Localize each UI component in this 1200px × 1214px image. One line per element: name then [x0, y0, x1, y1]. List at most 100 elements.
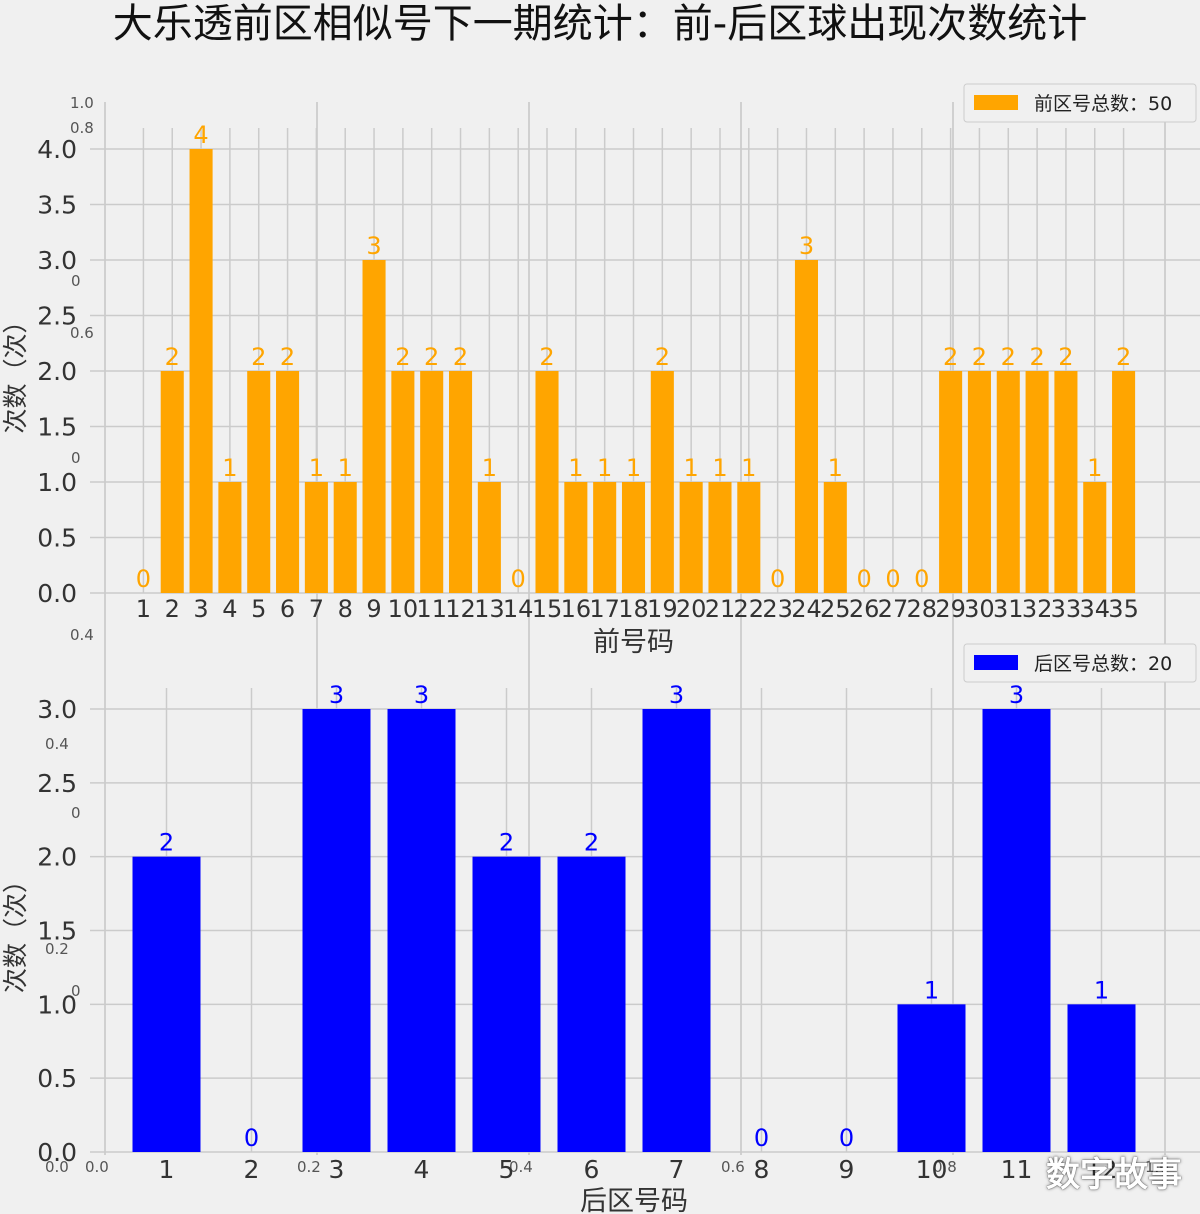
bar-value-label: 4 — [193, 121, 208, 149]
bar-value-label: 2 — [499, 829, 514, 857]
y-axis-label: 次数（次） — [1, 868, 30, 993]
x-tick-label: 35 — [1108, 595, 1139, 623]
bar-value-label: 3 — [1009, 681, 1024, 709]
x-tick-label: 2 — [165, 595, 180, 623]
bar-value-label: 3 — [366, 232, 381, 260]
ghost-x-tick-label: 0.2 — [297, 1158, 321, 1176]
bar — [708, 482, 732, 593]
ghost-y-tick-label: 0.6 — [70, 324, 94, 342]
bar-value-label: 1 — [482, 454, 497, 482]
ghost-axis-layer: 0.0 0.2 0.4 0.6 0.8 1.0 1.0 0.8 0.6 0.4 0.4 0.2 0.0 0… — [45, 94, 1169, 1176]
bar — [794, 260, 819, 593]
bar-value-label: 2 — [943, 343, 958, 371]
bar-value-label: 1 — [1094, 976, 1109, 1004]
bar — [448, 371, 473, 593]
bar — [897, 1004, 966, 1152]
x-tick-label: 6 — [280, 595, 295, 623]
x-tick-label: 34 — [1079, 595, 1110, 623]
x-tick-label: 13 — [474, 595, 505, 623]
x-tick-label: 4 — [222, 595, 237, 623]
x-tick-label: 8 — [754, 1155, 770, 1184]
bar — [823, 482, 847, 593]
bar-value-label: 0 — [244, 1124, 259, 1152]
x-tick-label: 33 — [1051, 595, 1082, 623]
y-tick-label: 3.5 — [37, 191, 77, 220]
x-tick-label: 23 — [762, 595, 793, 623]
x-tick-label: 27 — [878, 595, 909, 623]
ghost-y-tick-fragment: 0 — [71, 449, 81, 467]
x-tick-label: 9 — [366, 595, 381, 623]
y-tick-label: 0.5 — [37, 1064, 77, 1093]
bar — [1054, 371, 1078, 593]
bar-value-label: 2 — [1116, 343, 1131, 371]
ghost-y-tick-label: 0.4 — [70, 626, 94, 644]
x-tick-label: 29 — [935, 595, 966, 623]
bar-value-label: 1 — [1087, 454, 1102, 482]
y-tick-label: 1.5 — [37, 413, 77, 442]
bar-value-label: 0 — [914, 565, 929, 593]
y-tick-label: 2.5 — [37, 302, 77, 331]
x-tick-label: 12 — [1086, 1155, 1118, 1184]
bar — [939, 371, 963, 593]
y-tick-label: 2.0 — [37, 357, 77, 386]
x-tick-label: 15 — [532, 595, 563, 623]
bar-value-label: 3 — [329, 681, 344, 709]
x-tick-label: 14 — [503, 595, 534, 623]
bar-value-label: 0 — [754, 1124, 769, 1152]
bar-value-label: 3 — [799, 232, 814, 260]
bar-value-label: 2 — [1001, 343, 1016, 371]
bar-value-label: 1 — [309, 454, 324, 482]
x-tick-label: 10 — [916, 1155, 948, 1184]
bar — [218, 482, 242, 593]
x-tick-label: 12 — [445, 595, 476, 623]
bar — [160, 371, 184, 593]
legend-label: 后区号总数：20 — [1034, 653, 1172, 675]
bar-value-label: 1 — [684, 454, 699, 482]
legend-swatch — [974, 95, 1018, 110]
x-tick-label: 8 — [338, 595, 353, 623]
bar-value-label: 0 — [136, 565, 151, 593]
bar-value-label: 1 — [568, 454, 583, 482]
bar-value-label: 3 — [414, 681, 429, 709]
bar — [387, 709, 456, 1152]
ghost-x-tick-label: 1.0 — [1145, 1158, 1169, 1176]
bar — [621, 482, 646, 593]
x-tick-label: 7 — [309, 595, 324, 623]
bar — [982, 709, 1051, 1152]
x-tick-label: 9 — [839, 1155, 855, 1184]
bar — [1067, 1004, 1136, 1152]
x-tick-label: 26 — [849, 595, 880, 623]
bar-value-label: 3 — [669, 681, 684, 709]
bar — [996, 371, 1020, 593]
bar — [1112, 371, 1136, 593]
y-tick-label: 4.0 — [37, 135, 77, 164]
bar — [391, 371, 415, 593]
bar-value-label: 2 — [539, 343, 554, 371]
x-tick-label: 5 — [499, 1155, 515, 1184]
bar-value-label: 0 — [511, 565, 526, 593]
bar — [132, 856, 201, 1152]
bar-value-label: 2 — [165, 343, 180, 371]
x-tick-label: 3 — [193, 595, 208, 623]
bar — [333, 482, 357, 593]
ghost-x-tick-label: 0.4 — [509, 1158, 533, 1176]
y-tick-label: 1.0 — [37, 990, 77, 1019]
bar — [535, 371, 559, 593]
y-tick-label: 0.0 — [37, 579, 77, 608]
bar-value-label: 0 — [885, 565, 900, 593]
legend-swatch — [974, 655, 1018, 670]
y-tick-label: 0.0 — [37, 1138, 77, 1167]
x-axis-label: 前号码 — [593, 627, 674, 658]
x-tick-label: 1 — [136, 595, 151, 623]
bar — [642, 709, 711, 1152]
x-tick-label: 6 — [584, 1155, 600, 1184]
x-tick-label: 18 — [618, 595, 649, 623]
ghost-y-tick-fragment: 0 — [71, 804, 81, 822]
x-tick-label: 3 — [329, 1155, 345, 1184]
x-tick-label: 21 — [705, 595, 736, 623]
bar-value-label: 0 — [856, 565, 871, 593]
x-tick-label: 11 — [416, 595, 447, 623]
x-tick-label: 19 — [647, 595, 678, 623]
x-tick-label: 11 — [1001, 1155, 1033, 1184]
